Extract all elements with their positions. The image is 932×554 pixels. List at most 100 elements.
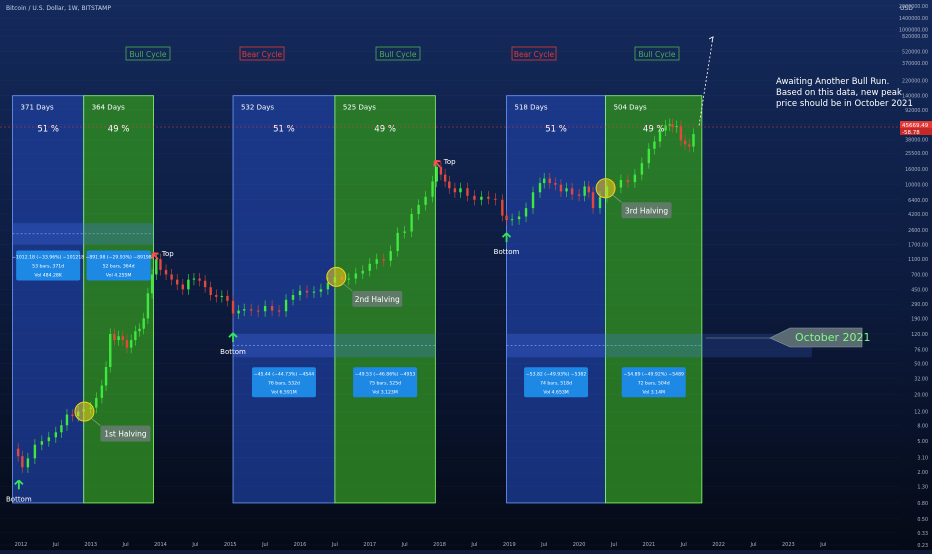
measure-stats-line: Vol 484.28K <box>34 273 62 279</box>
x-tick-label: Jul <box>749 542 756 548</box>
price-change-value: -58.78 <box>902 130 920 136</box>
candle-body <box>16 448 20 457</box>
candle-body <box>113 333 116 341</box>
measure-stats-line: Vol 4.653M <box>543 389 568 395</box>
top-arrow <box>151 252 159 260</box>
candle-body <box>480 196 483 200</box>
y-tick-label: 0.33 <box>917 531 928 537</box>
candle-body <box>505 215 508 221</box>
candle-body <box>361 270 364 274</box>
y-tick-label: 2000000.00 <box>899 4 928 10</box>
candle-body <box>435 166 438 182</box>
halving-label: 1st Halving <box>104 430 147 439</box>
y-tick-label: 38000.00 <box>905 138 928 144</box>
candle-body <box>633 174 637 183</box>
y-tick-label: 50.00 <box>914 361 928 367</box>
y-tick-label: 290.00 <box>911 302 928 308</box>
candle-body <box>531 192 535 209</box>
candle-body <box>95 397 98 408</box>
zone-percent-label: 51 % <box>273 125 295 135</box>
candle-body <box>510 219 514 221</box>
y-tick-label: 0.23 <box>917 543 928 549</box>
cycle-label-frame <box>375 46 421 61</box>
target-date-callout <box>769 327 863 348</box>
bottom-arrow <box>228 332 238 343</box>
candle-body <box>570 188 574 195</box>
candle-body <box>354 273 358 279</box>
cycle-label-frame <box>239 46 285 61</box>
candle-body <box>312 291 316 293</box>
cycle-zone-bull <box>605 95 703 504</box>
y-tick-label: 6400.00 <box>908 198 928 204</box>
candle-body <box>640 163 644 175</box>
candle-body <box>237 310 240 314</box>
candle-body <box>284 299 288 312</box>
candle-body <box>688 144 691 147</box>
currency-label: USD <box>900 5 913 12</box>
x-tick-label: 2016 <box>294 542 307 548</box>
cycle-zone-bear <box>12 95 85 504</box>
x-tick-label: Jul <box>52 542 59 548</box>
candle-body <box>121 336 124 341</box>
candle-body <box>40 441 44 445</box>
candle-body <box>559 184 563 192</box>
candle-body <box>291 295 295 300</box>
y-tick-label: 190.00 <box>911 316 928 322</box>
halving-pointer <box>342 282 353 292</box>
last-price-value: 45669.49 <box>902 123 929 129</box>
candle-body <box>554 183 557 185</box>
candle-body <box>198 278 201 281</box>
y-tick-label: 4200.00 <box>908 212 928 218</box>
candle-body <box>439 166 443 175</box>
candle-body <box>249 309 253 311</box>
candle-body <box>109 333 112 368</box>
measure-stats-box <box>251 367 316 398</box>
x-tick-label: 2015 <box>224 542 237 548</box>
candle-body <box>347 278 351 280</box>
y-tick-label: 2600.00 <box>908 228 928 234</box>
measure-band <box>12 223 154 245</box>
y-tick-label: 450.00 <box>911 287 928 293</box>
y-tick-label: 5.00 <box>917 439 928 445</box>
measure-stats-line: −1012.18 (−33.96%) −101218 <box>12 255 84 261</box>
projection-line <box>698 36 714 126</box>
candle-body <box>134 331 137 341</box>
candle-body <box>368 263 371 271</box>
candle-body <box>538 183 542 193</box>
x-tick-label: Jul <box>610 542 617 548</box>
candle-body <box>466 188 469 196</box>
y-tick-label: 820000.00 <box>902 34 928 40</box>
measure-stats-line: −891.98 (−29.93%) −89198 <box>85 255 151 261</box>
x-tick-label: 2013 <box>84 542 97 548</box>
x-tick-label: 2014 <box>154 542 167 548</box>
y-tick-label: 10000.00 <box>905 183 928 189</box>
price-change-badge <box>900 128 932 135</box>
y-tick-label: 140000.00 <box>902 94 928 100</box>
candle-body <box>501 199 504 216</box>
annotation-line-2: Based on this data, new peak <box>776 88 902 98</box>
candle-body <box>653 141 656 149</box>
annotation-line-3: price should be in October 2021 <box>776 99 913 109</box>
candle-body <box>619 180 623 188</box>
measure-stats-line: −45.44 (−44.73%) −4544 <box>254 371 314 377</box>
x-tick-label: 2012 <box>15 542 28 548</box>
candle-body <box>565 188 568 192</box>
candle-body <box>675 126 678 128</box>
cycle-label: Bull Cycle <box>380 50 417 59</box>
candle-body <box>146 293 150 319</box>
halving-pointer <box>611 194 622 203</box>
y-tick-label: 16000.00 <box>905 167 928 173</box>
candle-body <box>209 287 212 296</box>
candle-body <box>487 196 490 199</box>
halving-pointer <box>90 417 101 426</box>
candle-body <box>226 295 229 301</box>
candle-body <box>417 204 420 214</box>
measure-stats-box <box>524 367 589 398</box>
candle-body <box>683 140 687 145</box>
halving-label-box <box>100 425 151 442</box>
candle-body <box>71 414 74 417</box>
y-tick-label: 32.00 <box>914 377 928 383</box>
